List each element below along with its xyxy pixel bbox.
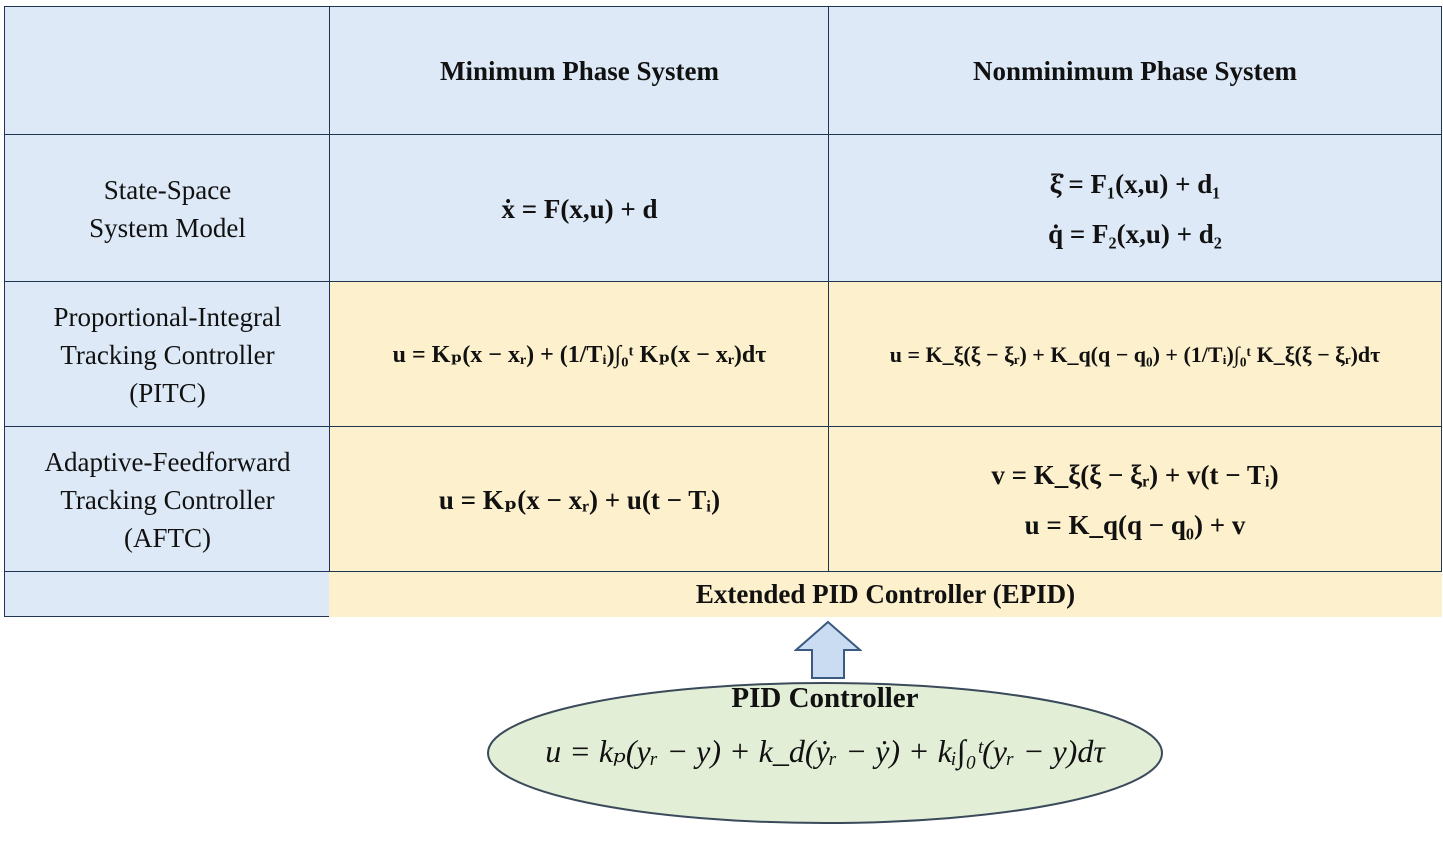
row-label-line: Tracking Controller: [60, 484, 275, 515]
row-label-line: (PITC): [129, 377, 206, 408]
aftc-nonmin-equation-2: u = K_q(q − q₀) + v: [1024, 509, 1246, 540]
row-label-line: Tracking Controller: [60, 339, 275, 370]
aftc-min-equation: u = Kₚ(x − xᵣ) + u(t − Tᵢ): [438, 484, 721, 515]
row-label-line: (AFTC): [124, 522, 211, 553]
state-space-nonmin-equation-1: ξ̇ = F₁(x,u) + d₁: [1049, 168, 1221, 199]
header-minimum-phase-label: Minimum Phase System: [440, 55, 719, 86]
row-label-line: Adaptive-Feedforward: [44, 446, 291, 477]
header-nonminimum-phase: Nonminimum Phase System: [828, 6, 1442, 136]
pitc-min-phase-cell: u = Kₚ(x − xᵣ) + (1/Tᵢ)∫₀ᵗ Kₚ(x − xᵣ)dτ: [329, 281, 830, 428]
aftc-min-phase-cell: u = Kₚ(x − xᵣ) + u(t − Tᵢ): [329, 426, 830, 573]
row-label-line: State-Space: [103, 174, 232, 205]
aftc-nonmin-equation-1: v = K_ξ(ξ − ξᵣ) + v(t − Tᵢ): [991, 459, 1279, 490]
epid-label: Extended PID Controller (EPID): [695, 579, 1076, 609]
header-minimum-phase: Minimum Phase System: [329, 6, 830, 136]
epid-empty-cell: [4, 571, 331, 617]
pid-controller-title: PID Controller: [731, 682, 919, 714]
aftc-nonmin-phase-cell: v = K_ξ(ξ − ξᵣ) + v(t − Tᵢ) u = K_q(q − …: [828, 426, 1442, 573]
pitc-nonmin-equation: u = K_ξ(ξ − ξᵣ) + K_q(q − q₀) + (1/Tᵢ)∫₀…: [889, 341, 1381, 367]
state-space-min-equation: ẋ = F(x,u) + d: [501, 193, 658, 224]
row-label-aftc: Adaptive-Feedforward Tracking Controller…: [4, 426, 331, 573]
row-label-state-space: State-Space System Model: [4, 134, 331, 283]
epid-cell: Extended PID Controller (EPID): [329, 571, 1442, 617]
pid-controller-ellipse: [487, 682, 1163, 824]
pitc-min-equation: u = Kₚ(x − xᵣ) + (1/Tᵢ)∫₀ᵗ Kₚ(x − xᵣ)dτ: [392, 341, 767, 368]
pitc-nonmin-phase-cell: u = K_ξ(ξ − ξᵣ) + K_q(q − q₀) + (1/Tᵢ)∫₀…: [828, 281, 1442, 428]
state-space-nonmin-phase-cell: ξ̇ = F₁(x,u) + d₁ q̇ = F₂(x,u) + d₂: [828, 134, 1442, 283]
row-label-line: Proportional-Integral: [53, 301, 282, 332]
up-arrow-icon: [794, 620, 862, 679]
state-space-nonmin-equation-2: q̇ = F₂(x,u) + d₂: [1048, 218, 1222, 249]
state-space-min-phase-cell: ẋ = F(x,u) + d: [329, 134, 830, 283]
pid-controller-equation: u = kₚ(yᵣ − y) + k_d(ẏᵣ − ẏ) + kᵢ∫₀ᵗ(yᵣ …: [545, 733, 1105, 769]
row-label-line: System Model: [89, 212, 246, 243]
header-empty-cell: [4, 6, 331, 136]
header-nonminimum-phase-label: Nonminimum Phase System: [972, 55, 1297, 86]
row-label-pitc: Proportional-Integral Tracking Controlle…: [4, 281, 331, 428]
